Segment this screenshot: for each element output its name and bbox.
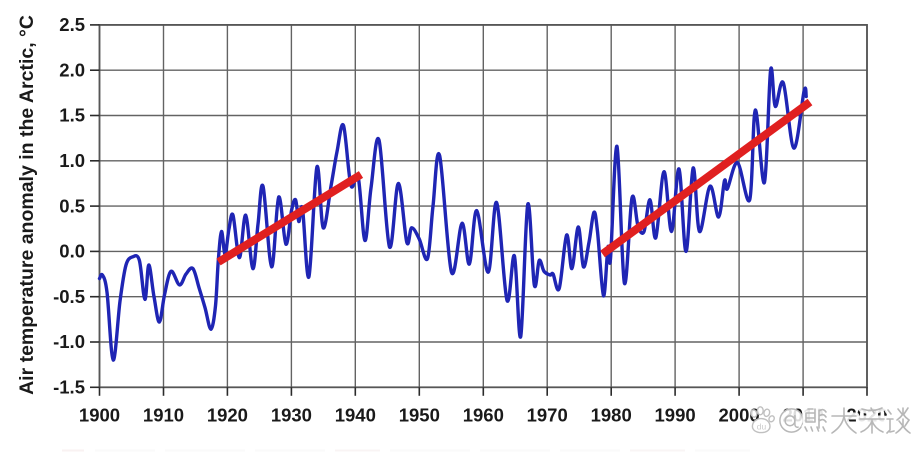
svg-text:1.0: 1.0 [59, 150, 85, 171]
svg-text:-0.5: -0.5 [53, 286, 85, 307]
svg-text:du: du [757, 422, 767, 432]
svg-text:1910: 1910 [143, 405, 184, 426]
svg-text:1940: 1940 [335, 405, 376, 426]
svg-text:1980: 1980 [591, 405, 632, 426]
svg-text:1900: 1900 [79, 405, 120, 426]
svg-text:0.5: 0.5 [59, 195, 85, 216]
svg-text:2.0: 2.0 [59, 59, 85, 80]
svg-text:-1.5: -1.5 [53, 377, 85, 398]
svg-text:1950: 1950 [399, 405, 440, 426]
svg-text:0.0: 0.0 [59, 241, 85, 262]
svg-text:1930: 1930 [271, 405, 312, 426]
svg-text:1920: 1920 [207, 405, 248, 426]
svg-text:1960: 1960 [463, 405, 504, 426]
svg-text:1990: 1990 [655, 405, 696, 426]
svg-text:-1.0: -1.0 [53, 331, 85, 352]
svg-text:1970: 1970 [527, 405, 568, 426]
svg-text:Air temperature anomaly in the: Air temperature anomaly in the Arctic, °… [16, 15, 38, 395]
svg-text:2.5: 2.5 [59, 14, 85, 35]
svg-text:1.5: 1.5 [59, 105, 85, 126]
svg-text:2000: 2000 [719, 405, 760, 426]
